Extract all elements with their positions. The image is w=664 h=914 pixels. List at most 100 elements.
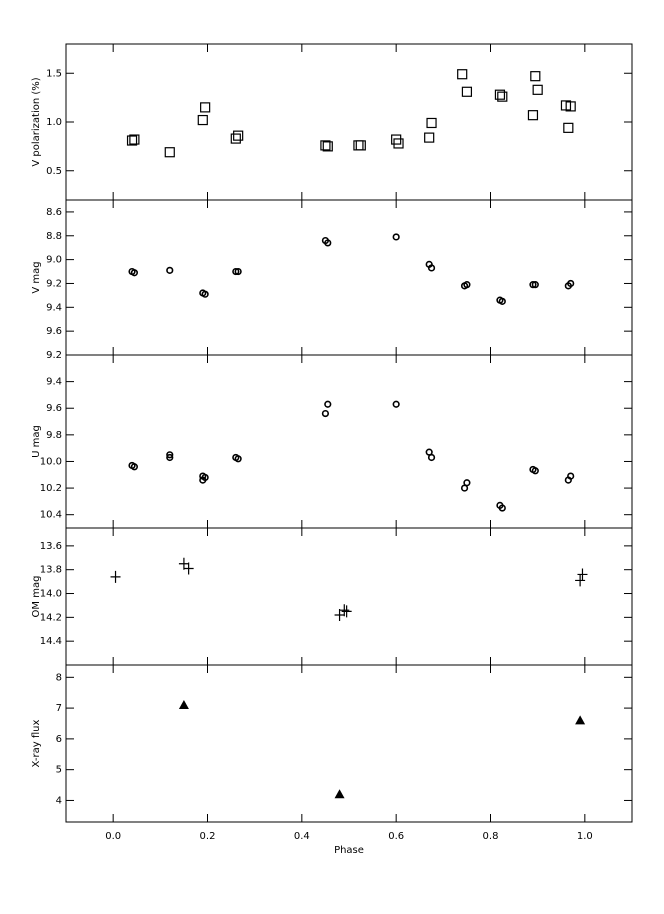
marker — [392, 400, 400, 408]
marker — [321, 409, 330, 418]
marker — [200, 102, 211, 113]
marker — [532, 84, 543, 95]
y-tick-label: 9.0 — [46, 255, 62, 266]
marker — [166, 266, 174, 274]
y-axis-label: V mag — [31, 261, 42, 293]
marker — [563, 122, 574, 133]
marker — [353, 140, 364, 151]
marker — [355, 140, 366, 151]
marker — [497, 91, 508, 102]
marker — [527, 110, 539, 121]
y-tick-label: 14.0 — [40, 589, 62, 600]
y-axis-label: OM mag — [31, 576, 42, 618]
marker — [129, 134, 140, 145]
y-tick-label: 9.2 — [46, 278, 62, 289]
marker — [427, 264, 436, 272]
x-tick-label: 0.8 — [483, 831, 499, 842]
marker — [339, 604, 350, 617]
y-axis-label: V polarization (%) — [31, 77, 42, 166]
y-tick-label: 10.2 — [40, 483, 62, 494]
marker — [234, 455, 242, 463]
x-tick-label: 0.4 — [294, 831, 310, 842]
marker — [494, 89, 506, 100]
marker — [166, 453, 174, 462]
marker — [424, 132, 435, 143]
marker — [567, 472, 575, 480]
marker — [334, 789, 345, 799]
y-tick-label: 8.6 — [46, 207, 62, 218]
marker — [565, 101, 576, 112]
y-tick-label: 10.4 — [40, 510, 62, 521]
marker — [233, 130, 244, 141]
marker — [183, 562, 194, 575]
marker — [324, 400, 332, 408]
plot-frame — [65, 354, 633, 529]
y-tick-label: 9.4 — [46, 302, 62, 313]
marker — [130, 463, 138, 471]
x-tick-label: 1.0 — [577, 831, 593, 842]
marker — [201, 473, 209, 482]
y-tick-label: 13.6 — [40, 541, 62, 552]
x-tick-label: 0.6 — [388, 831, 404, 842]
marker — [201, 290, 209, 298]
marker — [393, 138, 404, 149]
marker — [234, 267, 242, 276]
y-tick-label: 9.2 — [46, 350, 62, 361]
x-axis-label: Phase — [334, 845, 364, 856]
marker — [164, 147, 175, 158]
y-tick-label: 13.8 — [40, 565, 62, 576]
plot-frame — [65, 527, 633, 666]
plot-frame — [65, 199, 633, 356]
marker — [426, 117, 437, 129]
y-axis-label: U mag — [31, 425, 42, 458]
marker — [461, 86, 473, 97]
marker — [463, 479, 471, 487]
marker — [531, 281, 539, 289]
marker — [567, 279, 575, 288]
y-tick-label: 6 — [56, 734, 62, 745]
y-tick-label: 1.5 — [46, 68, 62, 79]
marker — [110, 570, 121, 583]
plot-frame — [65, 43, 633, 201]
marker — [130, 269, 138, 277]
marker — [341, 605, 352, 618]
marker — [531, 467, 539, 475]
marker — [575, 574, 586, 587]
x-tick-label: 0.2 — [200, 831, 216, 842]
x-tick-label: 0.0 — [105, 831, 121, 842]
marker — [232, 267, 240, 276]
marker — [320, 140, 331, 151]
y-tick-label: 9.6 — [46, 403, 62, 414]
marker — [498, 297, 506, 305]
marker — [427, 453, 436, 462]
marker — [334, 608, 345, 621]
marker — [529, 281, 537, 289]
y-tick-label: 8 — [56, 672, 62, 683]
marker — [498, 504, 506, 512]
y-tick-label: 8.8 — [46, 231, 62, 242]
marker — [577, 568, 588, 581]
y-tick-label: 7 — [56, 703, 62, 714]
y-tick-label: 9.6 — [46, 326, 62, 337]
y-tick-label: 4 — [56, 795, 62, 806]
y-tick-label: 0.5 — [46, 166, 62, 177]
marker — [463, 281, 471, 289]
y-tick-label: 9.4 — [46, 377, 62, 388]
marker — [392, 233, 400, 241]
marker — [230, 133, 241, 144]
y-tick-label: 1.0 — [46, 117, 62, 128]
y-tick-label: 14.4 — [40, 636, 62, 647]
marker — [575, 715, 586, 725]
plot-frame — [65, 664, 633, 823]
marker — [197, 114, 208, 126]
y-tick-label: 5 — [56, 765, 62, 776]
marker — [530, 71, 541, 82]
y-tick-label: 9.8 — [46, 430, 62, 441]
y-tick-label: 14.2 — [40, 612, 62, 623]
marker — [126, 135, 138, 146]
marker — [322, 141, 333, 152]
marker — [324, 239, 332, 247]
marker — [178, 557, 189, 570]
